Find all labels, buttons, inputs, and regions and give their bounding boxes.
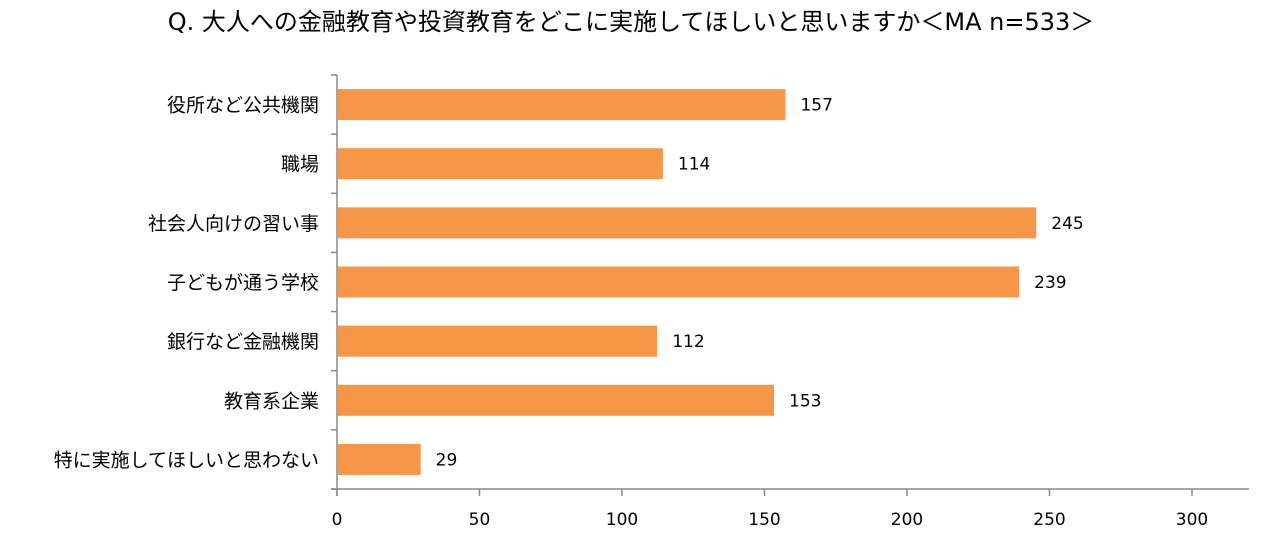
value-label: 239 <box>1034 273 1066 293</box>
x-tick-label: 150 <box>748 510 780 530</box>
category-label: 特に実施してほしいと思わない <box>54 449 319 471</box>
value-label: 153 <box>789 391 821 411</box>
value-label: 245 <box>1051 214 1083 234</box>
chart-title: Q. 大人への金融教育や投資教育をどこに実施してほしいと思いますか＜MA n=5… <box>167 8 1095 36</box>
category-label: 社会人向けの習い事 <box>148 213 319 235</box>
value-label: 114 <box>678 155 710 175</box>
bar <box>338 89 786 121</box>
bar <box>338 266 1020 298</box>
x-tick-label: 300 <box>1176 510 1208 530</box>
category-label: 子どもが通う学校 <box>167 272 319 294</box>
x-tick-label: 250 <box>1033 510 1065 530</box>
x-tick-label: 50 <box>469 510 491 530</box>
value-label: 112 <box>672 332 704 352</box>
category-label: 役所など公共機関 <box>167 95 319 117</box>
category-label: 教育系企業 <box>224 390 319 412</box>
bar <box>338 443 421 475</box>
bar <box>338 148 663 180</box>
bar <box>338 384 775 416</box>
value-label: 157 <box>800 96 832 116</box>
bar <box>338 207 1037 239</box>
x-tick-label: 100 <box>606 510 638 530</box>
x-tick-label: 200 <box>891 510 923 530</box>
x-tick-label: 0 <box>332 510 343 530</box>
bar <box>338 325 658 357</box>
category-label: 職場 <box>281 154 319 176</box>
category-label: 銀行など金融機関 <box>167 331 319 353</box>
value-label: 29 <box>436 450 458 470</box>
